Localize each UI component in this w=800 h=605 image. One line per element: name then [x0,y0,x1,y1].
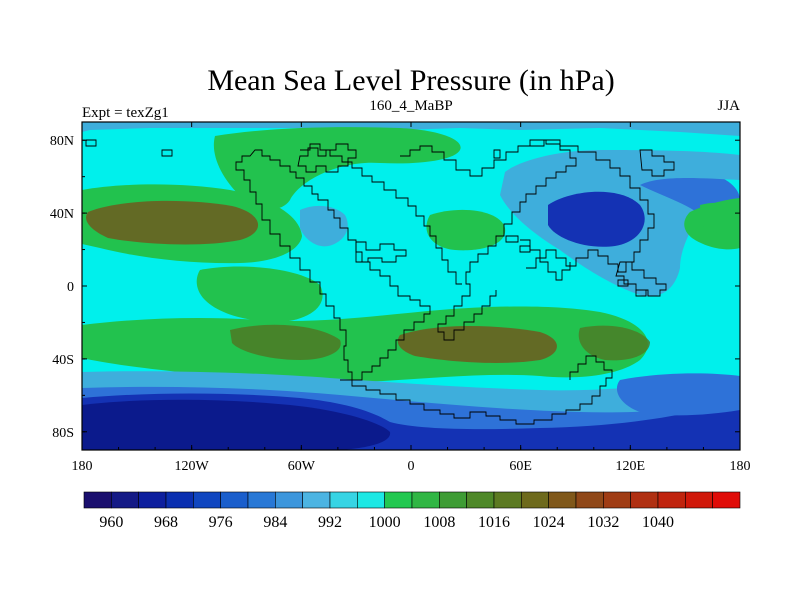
plot-title: Mean Sea Level Pressure (in hPa) [207,64,614,97]
colorbar-label: 1008 [423,514,455,531]
north-atlantic-blue [300,205,348,247]
colorbar-labels: 960 968 976 984 992 1000 1008 1016 1024 1032 1040 [99,514,674,531]
lon-tick-label: 180 [730,459,751,474]
longitude-tick-labels: 180 120W 60W 0 60E 120E 180 [72,459,751,474]
coastline-north-eurasia [300,143,462,285]
colorbar-swatch [247,491,276,509]
lon-tick-label: 0 [408,459,415,474]
colorbar-swatch [548,491,577,509]
colorbar-label: 960 [99,514,123,531]
colorbar-swatch [630,491,659,509]
lat-tick-label: 40N [50,207,74,222]
colorbar-swatch [575,491,604,509]
period-label: 160_4_MaBP [369,98,452,114]
coastline-sea-of-okhotsk [639,149,675,177]
colorbar-swatch [493,491,522,509]
colorbar-swatch [220,491,249,509]
colorbar-label: 992 [318,514,342,531]
colorbar-label: 976 [209,514,233,531]
colorbar-swatch [111,491,139,509]
south-atlantic-olive-high [397,326,557,363]
colorbar-label: 1032 [587,514,619,531]
south-pacific-olive [230,324,341,360]
colorbar-swatch [275,491,303,509]
colorbar-swatch [685,491,713,509]
indian-ocean-south-blue [616,373,740,416]
coastline-americas [235,149,431,381]
colorbar-swatch [466,491,495,509]
indian-ocean-olive [578,325,650,361]
lat-tick-label: 80S [52,426,74,441]
north-pacific-olive-high [86,200,259,245]
colorbar-label: 1024 [533,514,565,531]
lon-tick-label: 60E [509,459,532,474]
colorbar-label: 1000 [369,514,401,531]
colorbar [83,491,741,509]
coastline-australia [615,261,667,297]
colorbar-swatch [411,491,440,509]
eurasia-green-lobe [426,209,506,251]
axis-ticks [81,122,741,450]
colorbar-swatch [329,491,358,509]
lon-tick-label: 120W [175,459,210,474]
southern-subtropical-green-belt [82,306,648,383]
colorbar-swatch [603,491,631,509]
colorbar-swatch [657,491,686,509]
colorbar-swatch [439,491,467,509]
tropical-atlantic-green [196,266,323,322]
experiment-label: Expt = texZg1 [82,105,169,121]
arctic-green [213,127,461,210]
season-label: JJA [717,98,740,114]
colorbar-label: 1040 [642,514,674,531]
colorbar-swatch [521,491,549,509]
coastlines [85,139,675,425]
pressure-field-map [82,122,740,450]
colorbar-swatch [384,491,413,509]
coastline-antarctica [340,355,613,425]
lat-tick-label: 40S [52,353,74,368]
sw-indian-olive-high [700,202,740,236]
coastline-africa-eurasia [400,139,577,341]
colorbar-label: 1016 [478,514,510,531]
coastline-greenland [297,143,357,173]
lon-tick-label: 60W [288,459,316,474]
colorbar-label: 984 [263,514,287,531]
coastline-islands-west [85,139,501,159]
colorbar-swatch [712,491,741,509]
latitude-tick-labels: 80N 40N 0 40S 80S [50,134,74,441]
colorbar-swatch [165,491,194,509]
coastline-mediterranean [355,241,407,263]
lat-tick-label: 0 [67,280,74,295]
coastline-small-isles [505,235,647,297]
colorbar-swatch [302,491,331,509]
lat-tick-label: 80N [50,134,74,149]
colorbar-swatch [138,491,167,509]
asian-low-core [548,191,645,247]
southern-ocean-low-core [82,399,391,450]
coastline-asia-east [526,139,655,273]
colorbar-swatch [83,491,112,509]
colorbar-swatch [193,491,221,509]
lon-tick-label: 120E [616,459,646,474]
lon-tick-label: 180 [72,459,93,474]
colorbar-swatch [357,491,385,509]
colorbar-label: 968 [154,514,178,531]
